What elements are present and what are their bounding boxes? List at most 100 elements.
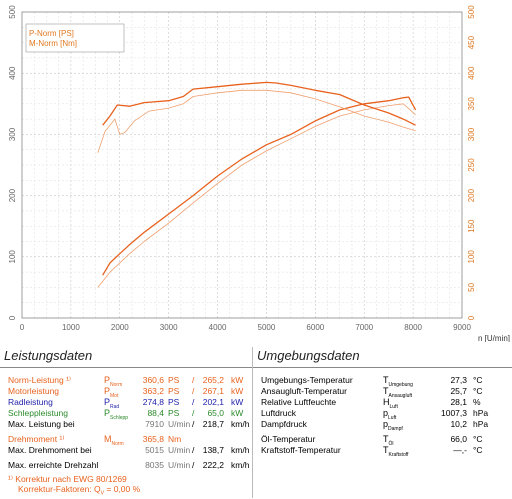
env-label: Ansaugluft-Temperatur — [261, 386, 347, 396]
x-tick-label: 2000 — [111, 323, 129, 332]
y2-tick-label: 300 — [467, 127, 476, 141]
y2-tick-label: 200 — [467, 188, 476, 202]
symbol-subscript: Ansaugluft — [388, 392, 413, 399]
y2-tick-label: 250 — [467, 158, 476, 172]
y2-tick-label: 150 — [467, 219, 476, 233]
symbol-subscript: Norm — [111, 440, 124, 447]
symbol-letter: T — [383, 375, 389, 385]
symbol-subscript: Luft — [389, 403, 398, 410]
y2-tick-label: 450 — [467, 35, 476, 49]
row-value-kw: 267,1 — [202, 386, 224, 396]
env-symbol: pLuft — [383, 408, 396, 423]
row-unit-kw: kW — [231, 386, 244, 396]
row-unit-ps: PS — [168, 386, 180, 396]
env-unit: hPa — [473, 408, 489, 418]
chart-grid — [22, 12, 462, 318]
env-label: Umgebungs-Temperatur — [261, 375, 353, 385]
max-drehmoment-label: Max. Drehmoment bei — [8, 445, 92, 455]
env-unit: °C — [473, 434, 483, 444]
curves — [97, 81, 417, 288]
max-drehzahl-label: Max. erreichte Drehzahl — [8, 460, 99, 470]
max-drehzahl-value: 8035 — [145, 460, 164, 470]
env-symbol: TÖl — [383, 434, 394, 449]
panel-rule — [253, 367, 512, 368]
legend-box — [25, 23, 125, 53]
max-drehmoment-unit2: km/h — [231, 445, 250, 455]
env-label: Dampfdruck — [261, 419, 307, 429]
panel-rule — [0, 367, 252, 368]
symbol-subscript: Schlepp — [110, 414, 129, 421]
x-tick-label: 5000 — [258, 323, 276, 332]
drehmoment-label: Drehmoment ¹⁾ — [8, 434, 65, 444]
row-symbol: PRad — [104, 397, 119, 412]
symbol-letter: P — [104, 408, 111, 418]
series-line-2 — [102, 81, 416, 126]
row-unit-kw: kW — [231, 397, 244, 407]
row-unit-ps: PS — [168, 408, 180, 418]
max-leistung-label: Max. Leistung bei — [8, 419, 75, 429]
env-symbol: pDampf — [383, 419, 403, 434]
footnote-korrektur: ¹⁾ Korrektur nach EWG 80/1269 — [8, 474, 127, 484]
y-tick-label: 400 — [8, 66, 17, 80]
row-value-ps: 363,2 — [142, 386, 164, 396]
y2-tick-label: 0 — [467, 315, 476, 320]
max-drehzahl-unit: U/min — [168, 460, 191, 470]
max-drehmoment-value: 5015 — [145, 445, 164, 455]
max-drehmoment-unit: U/min — [168, 445, 191, 455]
symbol-letter: P — [104, 386, 111, 396]
series-line-0 — [102, 96, 417, 276]
row-unit-ps: PS — [168, 397, 180, 407]
max-drehzahl-unit2: km/h — [231, 460, 250, 470]
symbol-subscript: Dampf — [388, 425, 403, 432]
row-sep: / — [192, 397, 195, 407]
max-leistung-value: 7910 — [145, 419, 164, 429]
drehmoment-symbol: MNorm — [104, 434, 124, 449]
symbol-subscript: Mot — [110, 392, 119, 399]
legend-p-norm: P-Norm [PS] — [29, 29, 74, 38]
y2-tick-label: 400 — [467, 66, 476, 80]
series-line-1 — [97, 103, 416, 288]
symbol-letter: p — [383, 419, 389, 429]
x-tick-label: 8000 — [404, 323, 422, 332]
x-axis-label: n [U/min] — [478, 334, 510, 342]
row-label: Norm-Leistung ¹⁾ — [8, 375, 72, 385]
env-unit: °C — [473, 386, 483, 396]
max-leistung-value2: 218,7 — [202, 419, 224, 429]
env-label: Relative Luftfeuchte — [261, 397, 337, 407]
env-symbol: TKraftstoff — [383, 445, 408, 460]
row-unit-kw: kW — [231, 408, 244, 418]
symbol-letter: P — [104, 375, 111, 385]
y-tick-label: 500 — [8, 5, 17, 19]
row-value-kw: 202,1 — [202, 397, 224, 407]
max-drehmoment-sep: / — [192, 445, 195, 455]
symbol-letter: T — [383, 445, 389, 455]
axis-ticks: 0 1000 2000 3000 4000 5000 6000 7000 8000 9000010… — [8, 5, 476, 332]
faktor-label: Korrektur-Faktoren: Q — [18, 484, 101, 494]
env-value: 66,0 — [450, 434, 467, 444]
y-tick-label: 100 — [8, 250, 17, 264]
drehmoment-value: 365,8 — [142, 434, 164, 444]
legend: P-Norm [PS] M-Norm [Nm] — [25, 23, 125, 53]
env-value: 28,1 — [450, 397, 467, 407]
x-tick-label: 9000 — [453, 323, 471, 332]
y-tick-label: 0 — [8, 315, 17, 320]
legend-m-norm: M-Norm [Nm] — [29, 39, 77, 48]
faktor-value: = 0,00 % — [106, 484, 141, 494]
row-value-kw: 65,0 — [207, 408, 224, 418]
row-label: Schleppleistung — [8, 408, 69, 418]
row-symbol: PSchlepp — [104, 408, 128, 423]
row-symbol: PMot — [104, 386, 118, 401]
max-leistung-unit: U/min — [168, 419, 191, 429]
env-value: 27,3 — [450, 375, 467, 385]
symbol-subscript: Luft — [388, 414, 397, 421]
symbol-letter: p — [383, 408, 389, 418]
x-tick-label: 4000 — [209, 323, 227, 332]
env-value: 10,2 — [450, 419, 467, 429]
plot-frame — [21, 11, 463, 319]
row-sep: / — [192, 408, 195, 418]
leistungsdaten-title: Leistungsdaten — [4, 348, 93, 363]
symbol-subscript: Öl — [388, 440, 394, 447]
env-symbol: TAnsaugluft — [383, 386, 412, 401]
max-leistung-sep: / — [192, 419, 195, 429]
y-tick-label: 200 — [8, 188, 17, 202]
